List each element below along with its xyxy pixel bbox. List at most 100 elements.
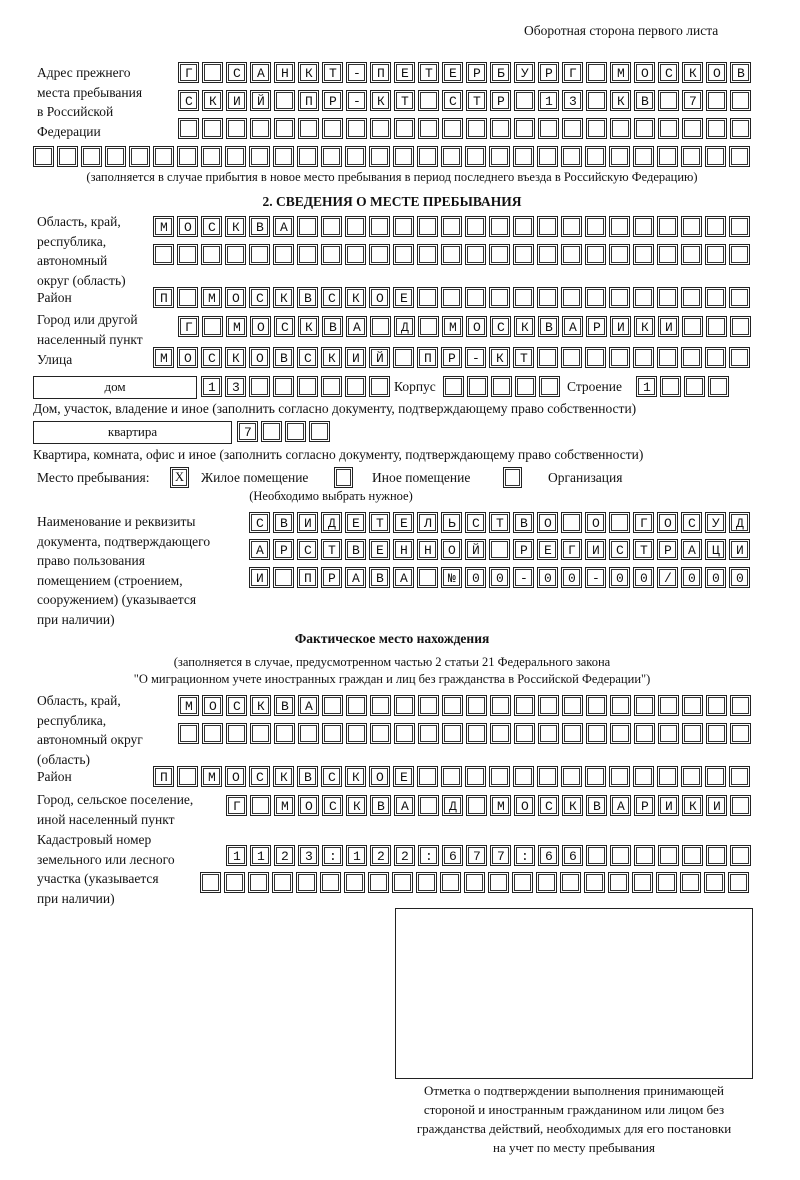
actual-region-cell[interactable] [370, 695, 391, 716]
street-cell[interactable] [153, 347, 174, 368]
actual-region-cell[interactable] [322, 695, 343, 716]
prev-address-cell[interactable] [514, 118, 535, 139]
place-option-checkbox[interactable]: X [170, 467, 189, 488]
document-cell[interactable] [441, 512, 462, 533]
actual-district-cell[interactable] [441, 766, 462, 787]
prev-address-cell[interactable] [706, 62, 727, 83]
street-cell[interactable] [393, 347, 414, 368]
prev-address-cell[interactable] [562, 118, 583, 139]
prev-address-cell[interactable] [682, 118, 703, 139]
region-cell[interactable] [201, 216, 222, 237]
prev-address-cell[interactable] [250, 90, 271, 111]
district-cell[interactable] [201, 287, 222, 308]
region-cell[interactable] [417, 216, 438, 237]
prev-address-cell[interactable] [81, 146, 102, 167]
actual-region-cell[interactable] [298, 723, 319, 744]
prev-address-cell[interactable] [442, 62, 463, 83]
prev-address-cell[interactable] [129, 146, 150, 167]
street-cell[interactable] [513, 347, 534, 368]
district-cell[interactable] [489, 287, 510, 308]
actual-region-cell[interactable] [658, 723, 679, 744]
prev-address-cell[interactable] [633, 146, 654, 167]
document-cell[interactable] [705, 539, 726, 560]
document-cell[interactable] [657, 567, 678, 588]
cadastral-cell[interactable] [418, 845, 439, 866]
prev-address-cell[interactable] [225, 146, 246, 167]
prev-address-cell[interactable] [274, 90, 295, 111]
actual-region-cell[interactable] [730, 695, 751, 716]
document-cell[interactable] [513, 512, 534, 533]
document-cell[interactable] [537, 512, 558, 533]
prev-address-cell[interactable] [705, 146, 726, 167]
prev-address-cell[interactable] [634, 62, 655, 83]
actual-district-cell[interactable] [249, 766, 270, 787]
cadastral-cell[interactable] [274, 845, 295, 866]
cadastral-cell[interactable] [346, 845, 367, 866]
place-option-checkbox[interactable] [334, 467, 353, 488]
cadastral-cell[interactable] [488, 872, 509, 893]
city-cell[interactable] [514, 316, 535, 337]
actual-district-cell[interactable] [177, 766, 198, 787]
cadastral-cell[interactable] [272, 872, 293, 893]
actual-region-cell[interactable] [226, 695, 247, 716]
prev-address-cell[interactable] [321, 146, 342, 167]
actual-district-cell[interactable] [729, 766, 750, 787]
document-cell[interactable] [681, 512, 702, 533]
actual-city-cell[interactable] [538, 795, 559, 816]
prev-address-cell[interactable] [370, 90, 391, 111]
region-cell[interactable] [537, 216, 558, 237]
actual-region-cell[interactable] [394, 695, 415, 716]
document-cell[interactable] [681, 539, 702, 560]
document-cell[interactable] [537, 539, 558, 560]
actual-city-cell[interactable] [706, 795, 727, 816]
district-cell[interactable] [561, 287, 582, 308]
document-cell[interactable] [513, 567, 534, 588]
region-cell[interactable] [369, 216, 390, 237]
city-cell[interactable] [202, 316, 223, 337]
stroenie-cell[interactable] [660, 376, 681, 397]
cadastral-cell[interactable] [298, 845, 319, 866]
prev-address-cell[interactable] [370, 62, 391, 83]
city-cell[interactable] [538, 316, 559, 337]
cadastral-cell[interactable] [248, 872, 269, 893]
document-cell[interactable] [297, 512, 318, 533]
actual-city-cell[interactable] [514, 795, 535, 816]
document-cell[interactable] [249, 567, 270, 588]
prev-address-cell[interactable] [250, 62, 271, 83]
prev-address-cell[interactable] [249, 146, 270, 167]
region-cell[interactable] [369, 244, 390, 265]
region-cell[interactable] [321, 216, 342, 237]
document-cell[interactable] [441, 539, 462, 560]
actual-district-cell[interactable] [201, 766, 222, 787]
document-cell[interactable] [297, 539, 318, 560]
document-cell[interactable] [489, 539, 510, 560]
street-cell[interactable] [249, 347, 270, 368]
document-cell[interactable] [369, 567, 390, 588]
cadastral-cell[interactable] [584, 872, 605, 893]
actual-region-cell[interactable] [706, 695, 727, 716]
district-cell[interactable] [633, 287, 654, 308]
region-cell[interactable] [393, 244, 414, 265]
region-cell[interactable] [633, 216, 654, 237]
document-cell[interactable] [513, 539, 534, 560]
apartment-number-cell[interactable] [285, 421, 306, 442]
document-cell[interactable] [705, 567, 726, 588]
prev-address-cell[interactable] [561, 146, 582, 167]
actual-district-cell[interactable] [321, 766, 342, 787]
prev-address-cell[interactable] [610, 62, 631, 83]
prev-address-cell[interactable] [369, 146, 390, 167]
street-cell[interactable] [177, 347, 198, 368]
district-cell[interactable] [273, 287, 294, 308]
region-cell[interactable] [441, 216, 462, 237]
street-cell[interactable] [489, 347, 510, 368]
actual-region-cell[interactable] [682, 723, 703, 744]
region-cell[interactable] [201, 244, 222, 265]
prev-address-cell[interactable] [297, 146, 318, 167]
region-cell[interactable] [609, 216, 630, 237]
region-cell[interactable] [417, 244, 438, 265]
cadastral-cell[interactable] [704, 872, 725, 893]
prev-address-cell[interactable] [466, 90, 487, 111]
document-cell[interactable] [465, 539, 486, 560]
document-cell[interactable] [345, 567, 366, 588]
cadastral-cell[interactable] [682, 845, 703, 866]
